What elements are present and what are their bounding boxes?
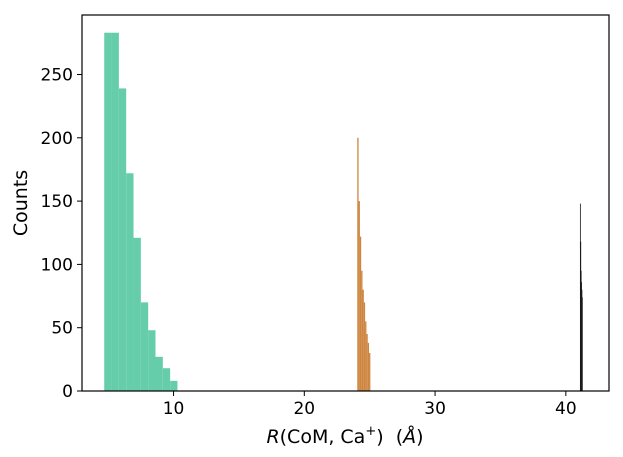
histogram-bar-s0-b0 (104, 32, 112, 391)
histogram-bars (104, 32, 583, 391)
histogram-bar-s0-b1 (111, 32, 119, 391)
histogram-bar-s0-b5 (140, 302, 149, 391)
histogram-bar-s1-b1 (358, 201, 360, 391)
x-tick-label: 10 (163, 399, 185, 419)
histogram-bar-s2-b5 (581, 297, 583, 391)
x-axis-ticks: 10 20 30 40 (163, 391, 577, 419)
y-tick-label: 150 (41, 192, 73, 212)
histogram-bar-s1-b8 (367, 342, 370, 391)
y-tick-label: 250 (41, 66, 73, 86)
histogram-bar-s0-b3 (126, 173, 134, 391)
histogram-bar-s1-b7 (366, 334, 368, 391)
y-tick-label: 0 (62, 382, 73, 402)
y-tick-label: 200 (41, 129, 73, 149)
histogram-bar-s0-b2 (118, 88, 127, 391)
histogram-bar-s0-b6 (148, 330, 156, 391)
histogram-bar-s0-b9 (170, 380, 178, 391)
histogram-bar-s1-b4 (362, 289, 364, 391)
histogram-bar-s1-b2 (359, 236, 362, 391)
y-tick-label: 50 (51, 319, 73, 339)
histogram-bar-s0-b8 (162, 368, 171, 391)
x-tick-label: 20 (293, 399, 315, 419)
histogram-bar-s0-b7 (155, 356, 163, 391)
histogram-bar-s1-b5 (363, 302, 366, 391)
histogram-bar-s1-b6 (365, 321, 367, 391)
histogram-bar-s1-b0 (357, 137, 359, 391)
plot-frame (81, 14, 610, 392)
histogram-bar-s1-b3 (361, 270, 363, 391)
x-tick-label: 40 (555, 399, 577, 419)
y-axis-ticks: 0 50 100 150 200 250 (41, 66, 82, 402)
y-tick-label: 100 (41, 255, 73, 275)
x-tick-label: 30 (424, 399, 446, 419)
y-axis-label: Counts (10, 170, 32, 236)
x-axis-label: R(CoM, Ca+) (Å) (266, 424, 423, 448)
histogram-bar-s1-b9 (369, 353, 371, 391)
histogram-bar-s0-b4 (133, 237, 141, 391)
